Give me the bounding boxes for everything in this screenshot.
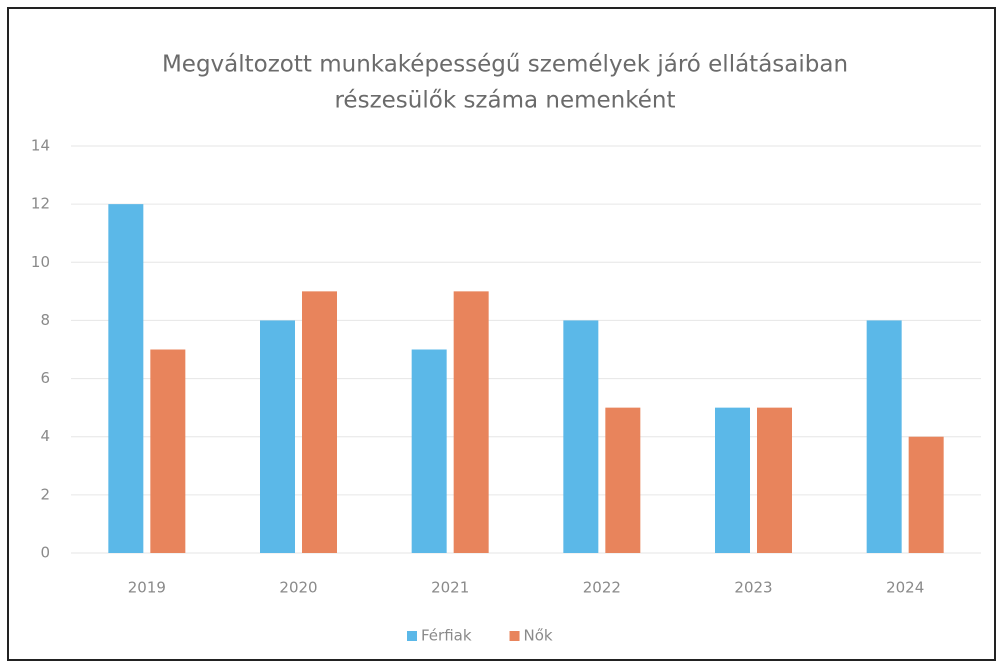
bar bbox=[453, 291, 489, 553]
legend-label: Nők bbox=[524, 627, 553, 645]
x-tick-label: 2021 bbox=[431, 579, 469, 597]
y-tick-label: 2 bbox=[40, 485, 50, 503]
chart-title: részesülők száma nemenként bbox=[334, 88, 675, 114]
chart-title: Megváltozott munkaképességű személyek já… bbox=[162, 52, 848, 78]
bar bbox=[866, 320, 902, 553]
x-tick-label: 2023 bbox=[734, 579, 772, 597]
bar bbox=[260, 320, 295, 553]
y-tick-label: 8 bbox=[40, 311, 50, 329]
legend-swatch bbox=[509, 631, 520, 641]
x-tick-label: 2020 bbox=[279, 579, 317, 597]
y-tick-label: 12 bbox=[31, 195, 50, 213]
bar bbox=[302, 291, 337, 553]
x-tick-label: 2022 bbox=[583, 579, 621, 597]
x-tick-label: 2019 bbox=[128, 579, 166, 597]
bar bbox=[108, 204, 144, 553]
bar bbox=[150, 349, 186, 553]
y-tick-label: 4 bbox=[40, 427, 50, 445]
y-tick-label: 0 bbox=[40, 544, 50, 562]
bar bbox=[563, 320, 599, 553]
legend-swatch bbox=[407, 631, 417, 641]
legend-label: Férfiak bbox=[421, 627, 472, 645]
x-tick-label: 2024 bbox=[886, 579, 924, 597]
bar bbox=[605, 407, 641, 553]
bar bbox=[757, 407, 792, 553]
bar bbox=[411, 349, 447, 553]
y-tick-label: 14 bbox=[31, 137, 50, 155]
y-tick-label: 6 bbox=[40, 369, 50, 387]
bar bbox=[715, 407, 750, 553]
bar bbox=[908, 436, 944, 553]
y-tick-label: 10 bbox=[31, 253, 50, 271]
